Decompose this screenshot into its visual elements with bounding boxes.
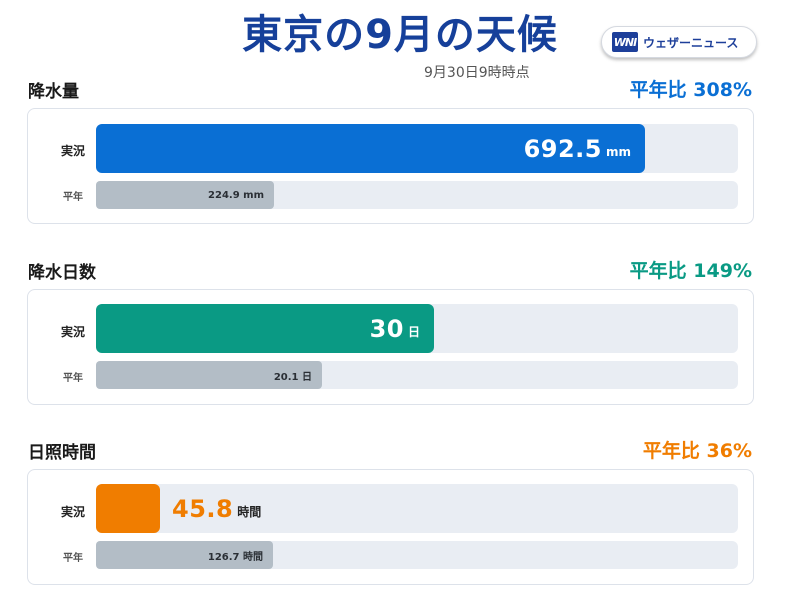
bar-actual-precipitation xyxy=(96,124,645,173)
value-normal-sunshine: 126.7 時間 xyxy=(96,541,273,569)
actual-value: 692.5 xyxy=(523,134,602,163)
panel-sunshine: 実況 45.8 時間 平年 126.7 時間 xyxy=(27,469,754,585)
actual-unit: 日 xyxy=(407,325,420,339)
value-actual-precipitation: 692.5 mm xyxy=(96,124,631,173)
normal-text: 20.1 日 xyxy=(273,371,312,383)
track-normal: 126.7 時間 xyxy=(96,541,738,569)
value-actual-sunshine: 45.8 時間 xyxy=(172,484,261,533)
value-normal-rain-days: 20.1 日 xyxy=(96,361,322,389)
label-normal: 平年 xyxy=(63,553,83,564)
bar-normal-sunshine: 126.7 時間 xyxy=(96,541,273,569)
bar-normal-rain-days: 20.1 日 xyxy=(96,361,322,389)
normal-text: 224.9 mm xyxy=(208,189,264,201)
section-title-sunshine: 日照時間 xyxy=(28,443,96,463)
track-normal: 20.1 日 xyxy=(96,361,738,389)
label-normal: 平年 xyxy=(63,373,83,384)
track-actual: 45.8 時間 xyxy=(96,484,738,533)
label-actual: 実況 xyxy=(61,144,86,158)
page-title: 東京の9月の天候 xyxy=(242,12,558,58)
label-normal: 平年 xyxy=(63,192,83,203)
track-normal: 224.9 mm xyxy=(96,181,738,209)
ratio-rain-days: 平年比 149% xyxy=(629,260,752,282)
logo-text: ウェザーニュース xyxy=(643,35,739,50)
actual-unit: 時間 xyxy=(237,505,262,519)
track-actual: 30 日 xyxy=(96,304,738,353)
normal-text: 126.7 時間 xyxy=(207,551,263,563)
ratio-precipitation: 平年比 308% xyxy=(629,79,752,101)
panel-precipitation: 実況 692.5 mm 平年 224.9 mm xyxy=(27,108,754,224)
bar-actual-sunshine xyxy=(96,484,160,533)
actual-value: 45.8 xyxy=(172,494,234,523)
bar-actual-rain-days xyxy=(96,304,434,353)
value-actual-rain-days: 30 日 xyxy=(96,304,420,353)
label-actual: 実況 xyxy=(61,505,86,519)
section-title-precipitation: 降水量 xyxy=(28,82,79,102)
value-normal-precipitation: 224.9 mm xyxy=(96,181,274,209)
timestamp: 9月30日9時時点 xyxy=(424,65,530,81)
wni-logo-mark: WNI xyxy=(612,32,638,52)
actual-value: 30 xyxy=(369,314,404,343)
panel-rain-days: 実況 30 日 平年 20.1 日 xyxy=(27,289,754,405)
weathernews-logo: WNI ウェザーニュース xyxy=(601,26,757,58)
actual-unit: mm xyxy=(605,144,631,159)
label-actual: 実況 xyxy=(61,325,86,339)
ratio-sunshine: 平年比 36% xyxy=(642,440,752,462)
bar-normal-precipitation: 224.9 mm xyxy=(96,181,274,209)
section-title-rain-days: 降水日数 xyxy=(28,263,96,283)
track-actual: 692.5 mm xyxy=(96,124,738,173)
